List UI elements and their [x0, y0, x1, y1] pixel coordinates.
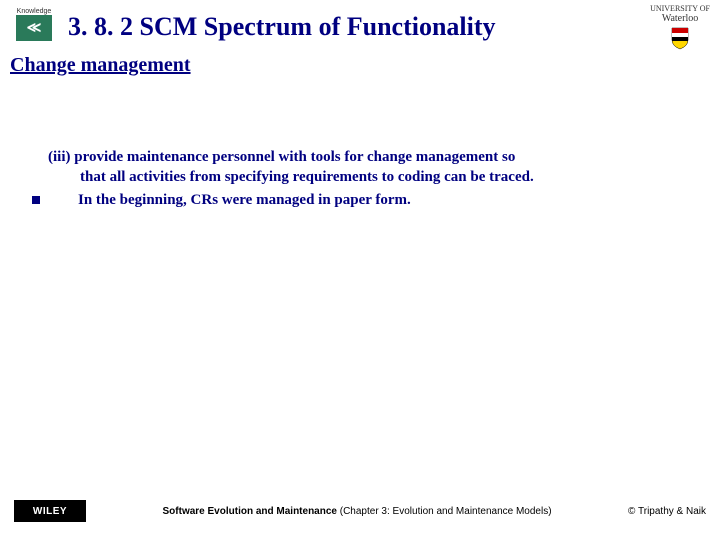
slide-footer: WILEY Software Evolution and Maintenance… [0, 500, 720, 522]
knowledge-logo: Knowledge ≪ [10, 8, 58, 46]
wiley-logo: WILEY [14, 500, 86, 522]
bullet-text: In the beginning, CRs were managed in pa… [62, 190, 411, 210]
footer-center: Software Evolution and Maintenance (Chap… [86, 506, 628, 517]
bullet-item: In the beginning, CRs were managed in pa… [30, 190, 690, 210]
slide-content: (iii) provide maintenance personnel with… [0, 87, 720, 210]
knowledge-logo-text: Knowledge [17, 8, 52, 15]
footer-book-title: Software Evolution and Maintenance [163, 506, 337, 517]
waterloo-logo: UNIVERSITY OF Waterloo [650, 4, 710, 50]
shield-icon [670, 26, 690, 50]
footer-chapter: (Chapter 3: Evolution and Maintenance Mo… [337, 506, 552, 517]
slide-subtitle: Change management [0, 50, 720, 87]
slide-header: Knowledge ≪ 3. 8. 2 SCM Spectrum of Func… [0, 0, 720, 50]
square-bullet-icon [32, 196, 40, 204]
waterloo-name: Waterloo [662, 13, 698, 24]
wiley-logo-text: WILEY [33, 506, 67, 517]
waterloo-university-label: UNIVERSITY OF [650, 4, 710, 13]
slide-title: 3. 8. 2 SCM Spectrum of Functionality [68, 12, 710, 42]
footer-copyright: © Tripathy & Naik [628, 506, 706, 517]
knowledge-logo-mark: ≪ [16, 15, 52, 41]
content-line-2: that all activities from specifying requ… [30, 167, 690, 187]
content-line-1: (iii) provide maintenance personnel with… [30, 147, 690, 167]
